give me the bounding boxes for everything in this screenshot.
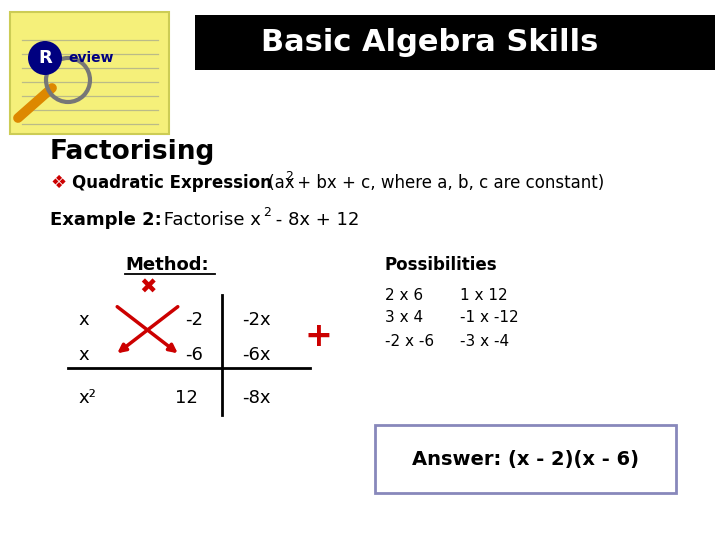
Text: Factorising: Factorising — [50, 139, 215, 165]
Text: Method:: Method: — [125, 256, 209, 274]
Text: -8x: -8x — [242, 389, 271, 407]
Text: x: x — [78, 311, 89, 329]
Text: 2: 2 — [263, 206, 271, 219]
Text: 3 x 4: 3 x 4 — [385, 310, 423, 326]
FancyBboxPatch shape — [10, 12, 169, 134]
Text: 1 x 12: 1 x 12 — [460, 287, 508, 302]
Text: -2x: -2x — [242, 311, 271, 329]
Text: -3 x -4: -3 x -4 — [460, 334, 509, 348]
Text: x: x — [78, 346, 89, 364]
Text: Possibilities: Possibilities — [385, 256, 498, 274]
Text: +: + — [304, 321, 332, 354]
Text: 2 x 6: 2 x 6 — [385, 287, 423, 302]
Text: Answer: (x - 2)(x - 6): Answer: (x - 2)(x - 6) — [413, 449, 639, 469]
Text: ✖: ✖ — [139, 278, 157, 298]
Text: Factorise x: Factorise x — [158, 211, 261, 229]
Circle shape — [28, 41, 62, 75]
Text: R: R — [38, 49, 52, 67]
Text: Example 2:: Example 2: — [50, 211, 162, 229]
Text: + bx + c, where a, b, c are constant): + bx + c, where a, b, c are constant) — [292, 174, 604, 192]
Text: x²: x² — [78, 389, 96, 407]
Text: Quadratic Expression: Quadratic Expression — [72, 174, 272, 192]
Text: -2: -2 — [185, 311, 203, 329]
Text: eview: eview — [68, 51, 114, 65]
Text: -6x: -6x — [242, 346, 271, 364]
FancyBboxPatch shape — [375, 425, 676, 493]
Text: - 8x + 12: - 8x + 12 — [270, 211, 359, 229]
FancyBboxPatch shape — [195, 15, 715, 70]
Text: -6: -6 — [185, 346, 203, 364]
Text: ❖: ❖ — [50, 174, 66, 192]
Text: 12: 12 — [175, 389, 198, 407]
Text: 2: 2 — [285, 170, 293, 183]
Text: -2 x -6: -2 x -6 — [385, 334, 434, 348]
Text: Basic Algebra Skills: Basic Algebra Skills — [261, 28, 599, 57]
Text: -1 x -12: -1 x -12 — [460, 310, 518, 326]
Text: (ax: (ax — [263, 174, 294, 192]
